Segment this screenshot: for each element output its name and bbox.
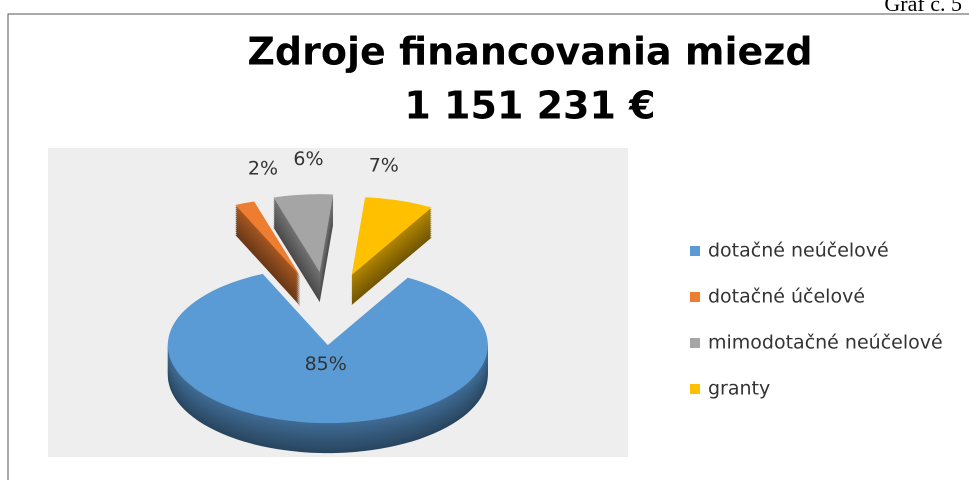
legend-label: mimodotačné neúčelové xyxy=(708,332,943,354)
legend-label: dotačné neúčelové xyxy=(708,240,889,262)
chart-title: Zdroje financovania miezd xyxy=(247,30,812,74)
legend-label: dotačné účelové xyxy=(708,286,865,308)
caption: Graf č. 5 xyxy=(884,0,962,16)
legend-label: granty xyxy=(708,378,770,400)
slice xyxy=(235,201,301,277)
slice xyxy=(351,197,432,276)
legend-swatch xyxy=(690,338,700,348)
chart-subtitle: 1 151 231 € xyxy=(404,84,655,128)
data-label: 85% xyxy=(305,353,347,375)
data-label: 2% xyxy=(248,158,278,180)
legend-swatch xyxy=(690,384,700,394)
slice xyxy=(273,194,334,273)
data-label: 7% xyxy=(369,155,399,177)
legend-swatch xyxy=(690,246,700,256)
frame xyxy=(7,13,969,480)
legend-swatch xyxy=(690,292,700,302)
data-label: 6% xyxy=(293,148,323,170)
slice xyxy=(167,273,488,424)
